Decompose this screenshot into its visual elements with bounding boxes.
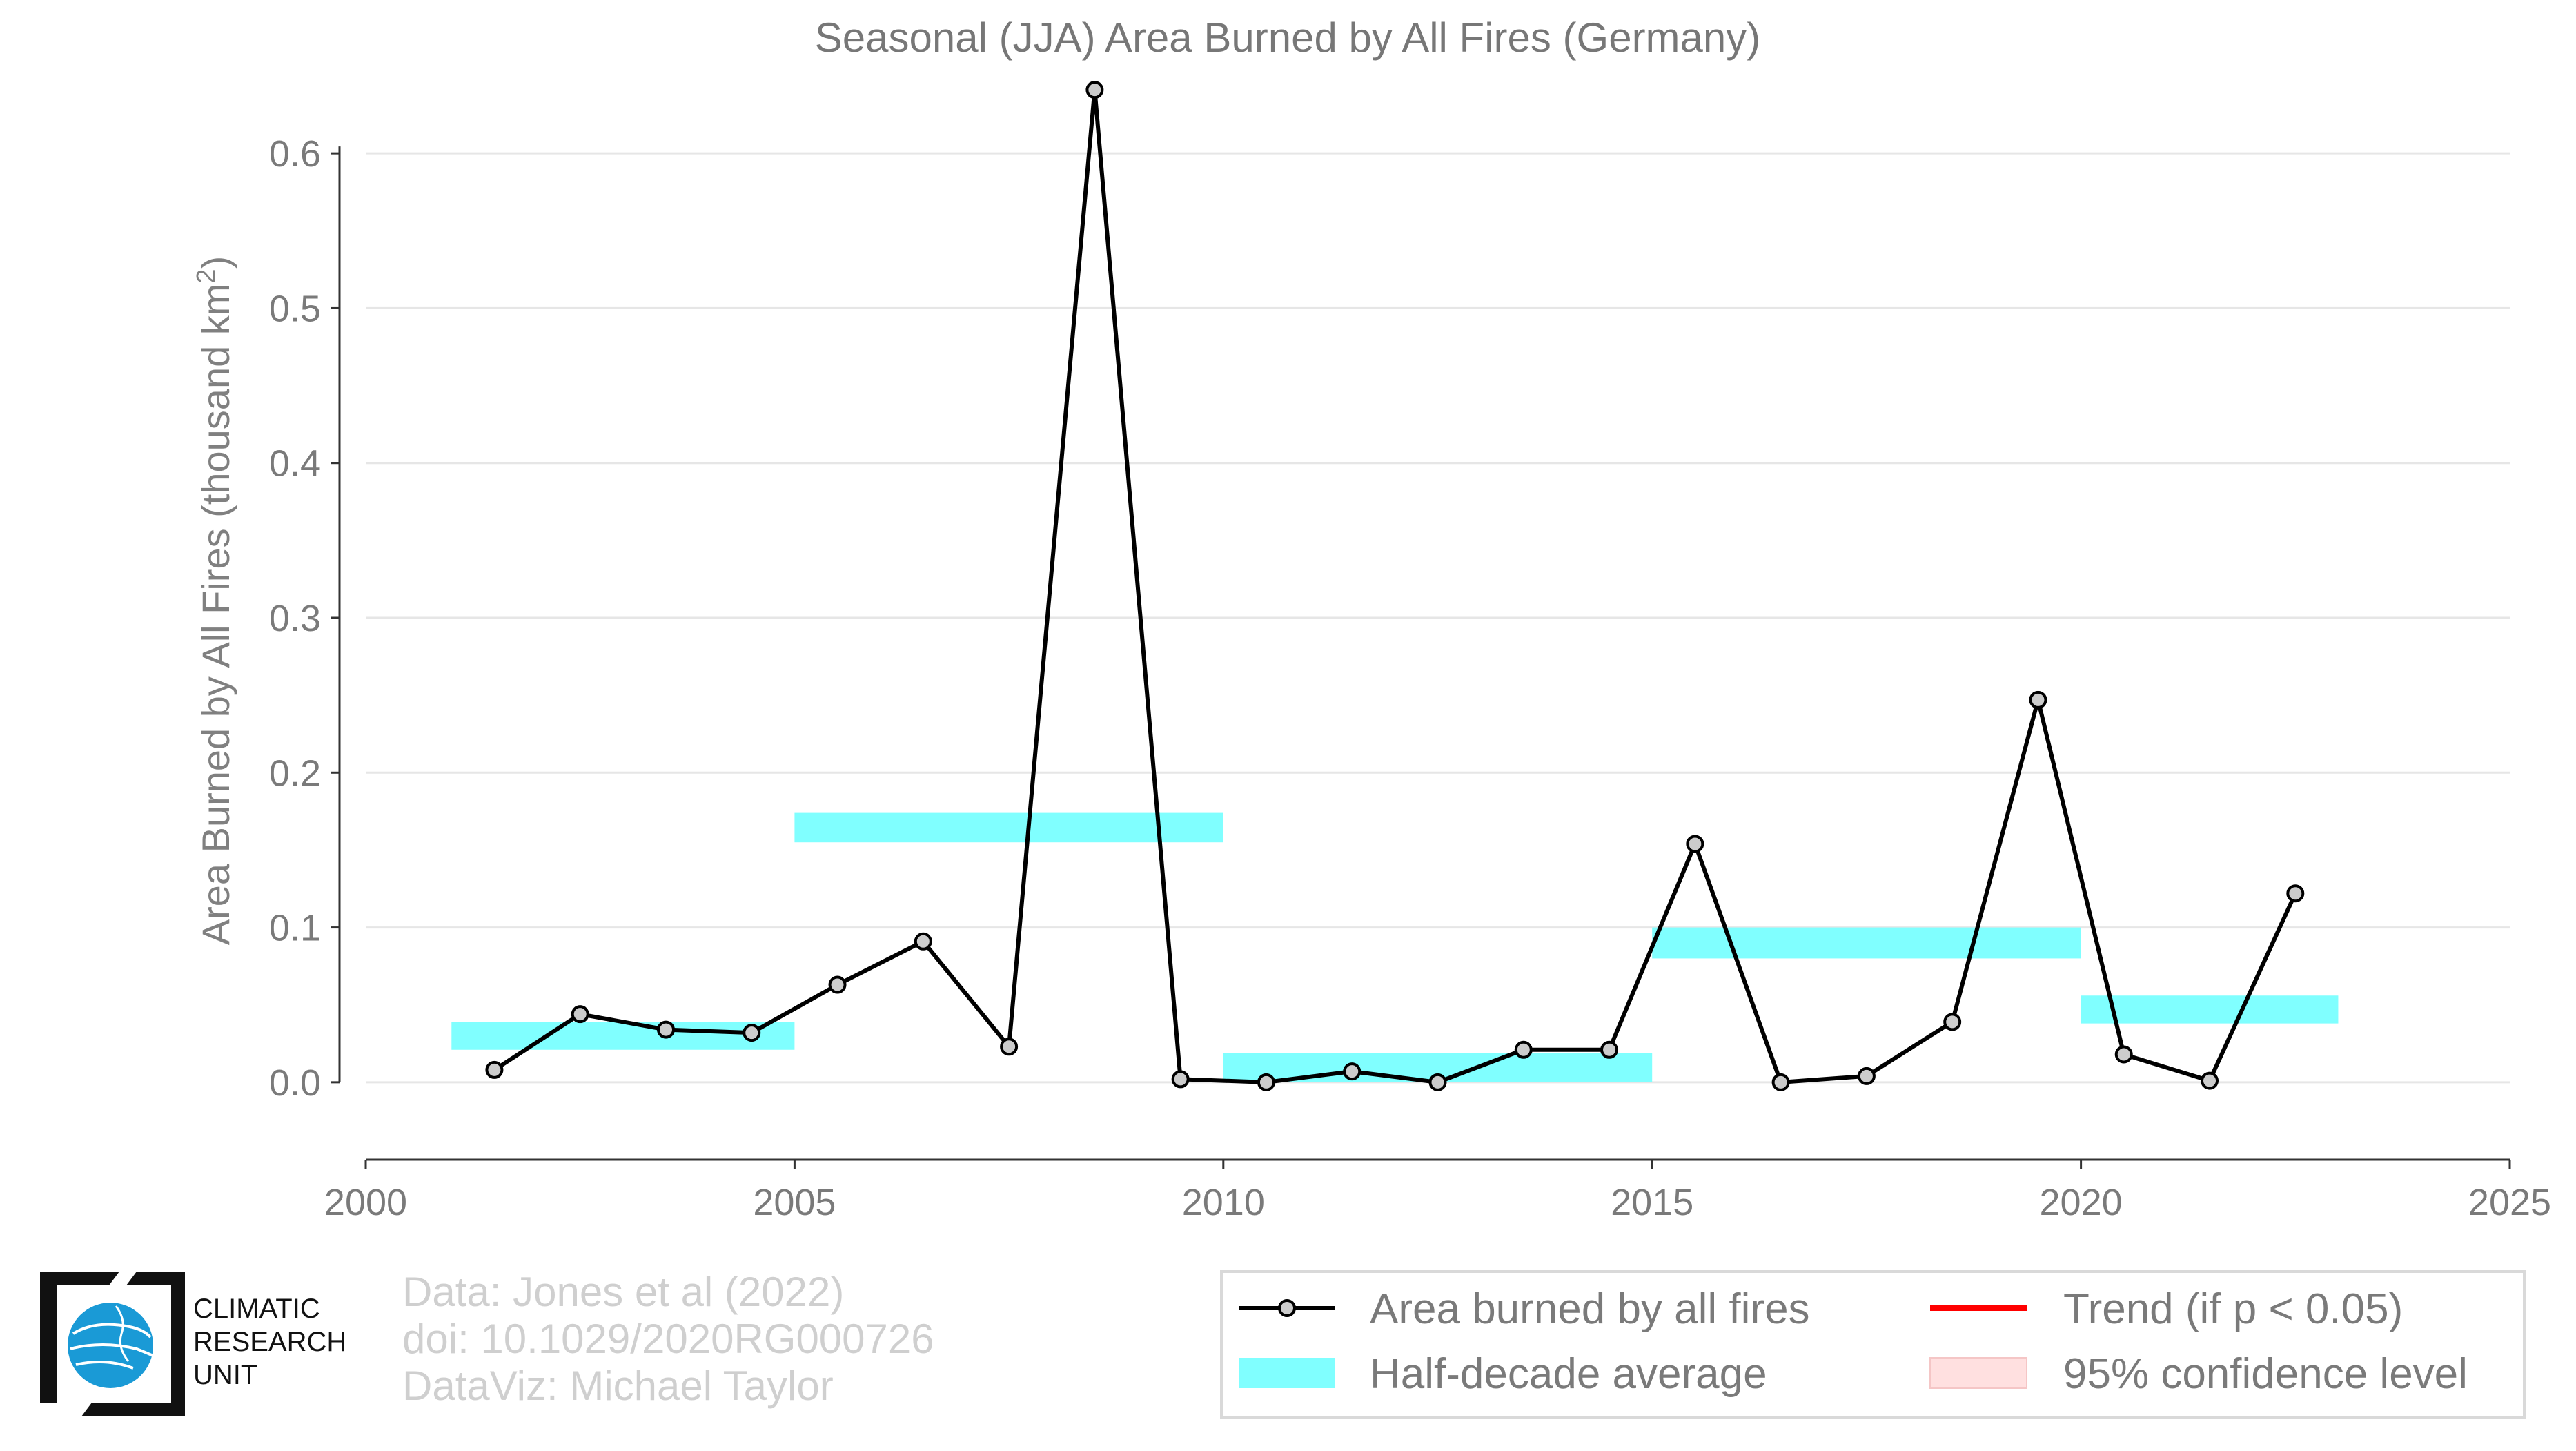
logo-line-1: CLIMATIC — [193, 1294, 320, 1324]
y-tick-label: 0.5 — [269, 288, 321, 329]
legend-marker-icon — [1278, 1299, 1296, 1317]
data-point — [1771, 1073, 1790, 1091]
cru-logo: CLIMATIC RESEARCH UNIT — [40, 1272, 364, 1416]
data-point — [2114, 1045, 2133, 1064]
data-point — [1943, 1013, 1962, 1031]
data-point — [571, 1005, 589, 1024]
y-tick-label: 0.6 — [269, 133, 321, 175]
x-tick-label: 2000 — [324, 1182, 407, 1223]
data-point — [743, 1024, 761, 1042]
y-axis-label: Area Burned by All Fires (thousand km2) — [192, 256, 237, 945]
data-point — [1428, 1073, 1447, 1091]
series-line — [493, 88, 2298, 1084]
legend-label-confidence: 95% confidence level — [2063, 1350, 2468, 1398]
y-axis-label-text: Area Burned by All Fires (thousand km — [194, 284, 237, 946]
data-point — [2201, 1071, 2219, 1090]
legend-box — [1220, 1270, 2526, 1419]
x-tick-label: 2020 — [2040, 1182, 2123, 1223]
x-tick-label: 2015 — [1611, 1182, 1693, 1223]
series-area-burned — [485, 81, 2305, 1091]
data-point — [1000, 1038, 1019, 1056]
globe-icon — [40, 1272, 185, 1416]
data-point — [1600, 1040, 1619, 1059]
y-axis-label-superscript: 2 — [192, 269, 221, 283]
logo-line-3: UNIT — [193, 1360, 258, 1390]
data-point — [1514, 1040, 1533, 1059]
x-tick-label: 2005 — [753, 1182, 836, 1223]
y-axis-label-close: ) — [194, 256, 237, 269]
grid-lines — [366, 152, 2510, 1084]
legend-half-decade-icon — [1239, 1358, 1335, 1388]
data-point — [914, 932, 932, 951]
logo-line-2: RESEARCH — [193, 1327, 347, 1357]
half-decade-band — [794, 812, 1223, 843]
half-decade-band — [2081, 995, 2339, 1024]
data-point — [1257, 1073, 1275, 1091]
y-tick-label: 0.4 — [269, 443, 321, 485]
data-point — [828, 975, 847, 994]
half-decade-band — [451, 1022, 795, 1050]
half-decade-band — [1652, 927, 2081, 959]
y-tick-label: 0.1 — [269, 908, 321, 949]
legend-confidence-icon — [1929, 1357, 2027, 1389]
y-tick-label: 0.3 — [269, 598, 321, 639]
axes: 0.0 0.1 0.2 0.3 0.4 0.5 0.6 2000 2005 2010 2015 202… — [269, 133, 2551, 1223]
y-tick-label: 0.0 — [269, 1062, 321, 1104]
data-point — [656, 1020, 675, 1039]
legend: Area burned by all fires Trend (if p < 0.… — [1220, 1270, 2526, 1419]
logo-text: CLIMATIC RESEARCH UNIT — [193, 1292, 346, 1392]
chart-title: Seasonal (JJA) Area Burned by All Fires … — [815, 14, 1761, 61]
x-tick-label: 2010 — [1182, 1182, 1265, 1223]
credit-data-source: Data: Jones et al (2022) — [402, 1269, 845, 1315]
credit-dataviz: DataViz: Michael Taylor — [402, 1362, 834, 1409]
data-point — [1857, 1067, 1876, 1085]
data-point — [1343, 1062, 1361, 1081]
credit-doi: doi: 10.1029/2020RG000726 — [402, 1315, 934, 1362]
data-point — [2286, 884, 2305, 903]
data-point — [1171, 1070, 1190, 1089]
y-tick-label: 0.2 — [269, 752, 321, 794]
half-decade-bands — [451, 812, 2339, 1082]
legend-label-area-burned: Area burned by all fires — [1370, 1285, 1810, 1333]
data-credits: Data: Jones et al (2022) doi: 10.1029/20… — [402, 1269, 934, 1409]
data-point — [485, 1060, 504, 1079]
data-point — [1686, 835, 1704, 853]
data-point — [1085, 81, 1104, 99]
legend-label-trend: Trend (if p < 0.05) — [2063, 1285, 2403, 1333]
legend-label-half-decade: Half-decade average — [1370, 1350, 1767, 1398]
x-tick-label: 2025 — [2468, 1182, 2551, 1223]
data-point — [2029, 690, 2047, 709]
